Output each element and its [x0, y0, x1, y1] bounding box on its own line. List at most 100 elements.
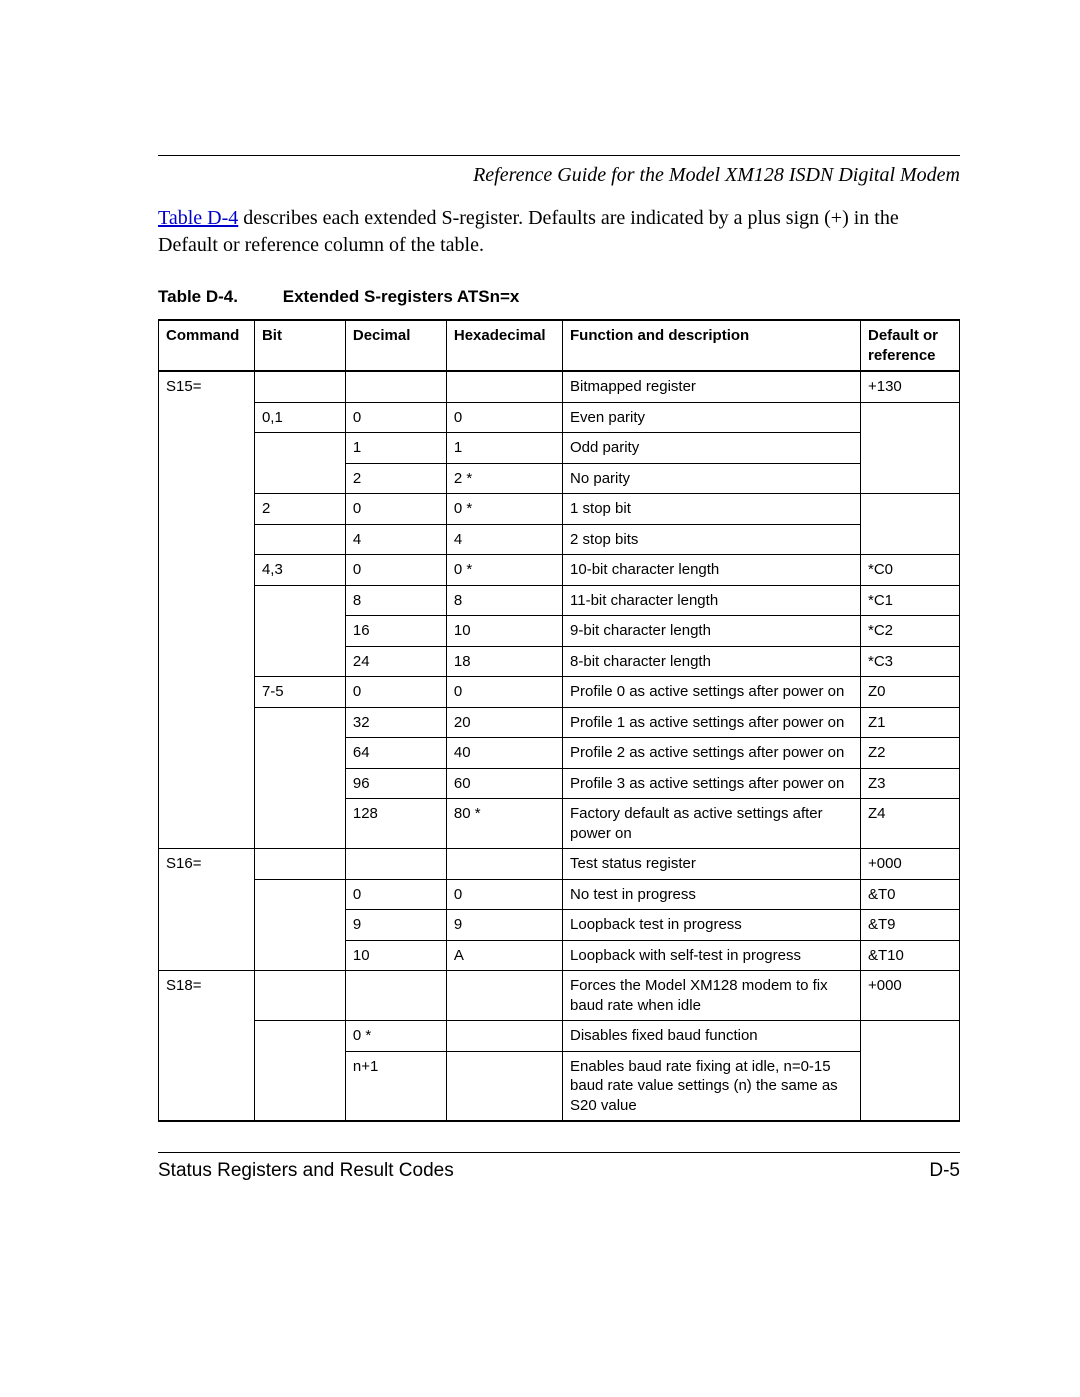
cell-decimal: n+1 — [345, 1051, 446, 1121]
cell-reference — [860, 494, 959, 525]
footer-rule — [158, 1152, 960, 1153]
cell-command — [159, 910, 255, 941]
cell-bit — [254, 1021, 345, 1052]
cell-decimal — [345, 849, 446, 880]
cell-bit: 4,3 — [254, 555, 345, 586]
footer-left: Status Registers and Result Codes — [158, 1160, 454, 1182]
table-row: 8811-bit character length*C1 — [159, 585, 960, 616]
cell-decimal: 64 — [345, 738, 446, 769]
table-row: 10ALoopback with self-test in progress&T… — [159, 940, 960, 971]
cell-command — [159, 433, 255, 464]
caption-title: Extended S-registers ATSn=x — [283, 287, 520, 306]
col-bit: Bit — [254, 320, 345, 371]
table-row: 4,300 *10-bit character length*C0 — [159, 555, 960, 586]
cell-function: Disables fixed baud function — [563, 1021, 861, 1052]
cell-bit — [254, 768, 345, 799]
page-footer: Status Registers and Result Codes D-5 — [158, 1152, 960, 1182]
table-row: 0,100Even parity — [159, 402, 960, 433]
cell-reference: +000 — [860, 849, 959, 880]
cell-bit — [254, 646, 345, 677]
cell-bit — [254, 433, 345, 464]
cell-bit: 2 — [254, 494, 345, 525]
cell-bit — [254, 707, 345, 738]
cell-decimal — [345, 371, 446, 402]
cell-bit — [254, 910, 345, 941]
cell-command — [159, 646, 255, 677]
cell-decimal: 0 — [345, 494, 446, 525]
cell-reference: Z2 — [860, 738, 959, 769]
cell-bit: 7-5 — [254, 677, 345, 708]
cell-hex: 2 * — [446, 463, 562, 494]
cell-hex: 9 — [446, 910, 562, 941]
cell-function: Profile 2 as active settings after power… — [563, 738, 861, 769]
cell-decimal: 0 — [345, 879, 446, 910]
cell-decimal — [345, 971, 446, 1021]
page: Reference Guide for the Model XM128 ISDN… — [0, 0, 1080, 1397]
cell-decimal: 96 — [345, 768, 446, 799]
cell-hex — [446, 1051, 562, 1121]
cell-reference: Z3 — [860, 768, 959, 799]
cell-bit — [254, 879, 345, 910]
col-command: Command — [159, 320, 255, 371]
cell-bit — [254, 463, 345, 494]
cell-reference: Z0 — [860, 677, 959, 708]
intro-paragraph: Table D-4 describes each extended S-regi… — [158, 205, 960, 259]
cell-hex — [446, 1021, 562, 1052]
cell-function: Odd parity — [563, 433, 861, 464]
table-link[interactable]: Table D-4 — [158, 207, 238, 229]
cell-command — [159, 768, 255, 799]
cell-hex: 80 * — [446, 799, 562, 849]
cell-function: 1 stop bit — [563, 494, 861, 525]
cell-function: Bitmapped register — [563, 371, 861, 402]
cell-hex: 4 — [446, 524, 562, 555]
table-row: n+1Enables baud rate fixing at idle, n=0… — [159, 1051, 960, 1121]
cell-reference: *C2 — [860, 616, 959, 647]
cell-reference: +130 — [860, 371, 959, 402]
col-default: Default or reference — [860, 320, 959, 371]
cell-decimal: 0 — [345, 677, 446, 708]
cell-command — [159, 1021, 255, 1052]
cell-bit — [254, 738, 345, 769]
cell-decimal: 2 — [345, 463, 446, 494]
cell-hex: 1 — [446, 433, 562, 464]
table-row: 442 stop bits — [159, 524, 960, 555]
cell-function: Profile 0 as active settings after power… — [563, 677, 861, 708]
cell-bit — [254, 524, 345, 555]
cell-command — [159, 677, 255, 708]
cell-decimal: 32 — [345, 707, 446, 738]
table-row: 11Odd parity — [159, 433, 960, 464]
table-row: 00No test in progress&T0 — [159, 879, 960, 910]
cell-hex: 20 — [446, 707, 562, 738]
cell-bit: 0,1 — [254, 402, 345, 433]
cell-reference — [860, 524, 959, 555]
cell-function: 11-bit character length — [563, 585, 861, 616]
cell-command — [159, 799, 255, 849]
cell-function: Test status register — [563, 849, 861, 880]
cell-hex — [446, 849, 562, 880]
table-row: 6440Profile 2 as active settings after p… — [159, 738, 960, 769]
cell-reference — [860, 1021, 959, 1052]
cell-reference — [860, 402, 959, 433]
cell-command — [159, 707, 255, 738]
table-caption: Table D-4. Extended S-registers ATSn=x — [158, 287, 960, 307]
cell-hex: 0 * — [446, 555, 562, 586]
table-row: S15=Bitmapped register+130 — [159, 371, 960, 402]
cell-reference: &T9 — [860, 910, 959, 941]
table-header-row: Command Bit Decimal Hexadecimal Function… — [159, 320, 960, 371]
cell-hex: 18 — [446, 646, 562, 677]
cell-hex: 60 — [446, 768, 562, 799]
table-row: 7-500Profile 0 as active settings after … — [159, 677, 960, 708]
cell-hex: 0 — [446, 677, 562, 708]
cell-reference: &T0 — [860, 879, 959, 910]
cell-command — [159, 402, 255, 433]
cell-command: S18= — [159, 971, 255, 1021]
table-row: 16109-bit character length*C2 — [159, 616, 960, 647]
header-title: Reference Guide for the Model XM128 ISDN… — [158, 164, 960, 187]
cell-function: 2 stop bits — [563, 524, 861, 555]
cell-function: Loopback test in progress — [563, 910, 861, 941]
cell-function: 8-bit character length — [563, 646, 861, 677]
footer-right: D-5 — [929, 1160, 960, 1182]
table-row: S18=Forces the Model XM128 modem to fix … — [159, 971, 960, 1021]
cell-reference: *C3 — [860, 646, 959, 677]
cell-function: Even parity — [563, 402, 861, 433]
